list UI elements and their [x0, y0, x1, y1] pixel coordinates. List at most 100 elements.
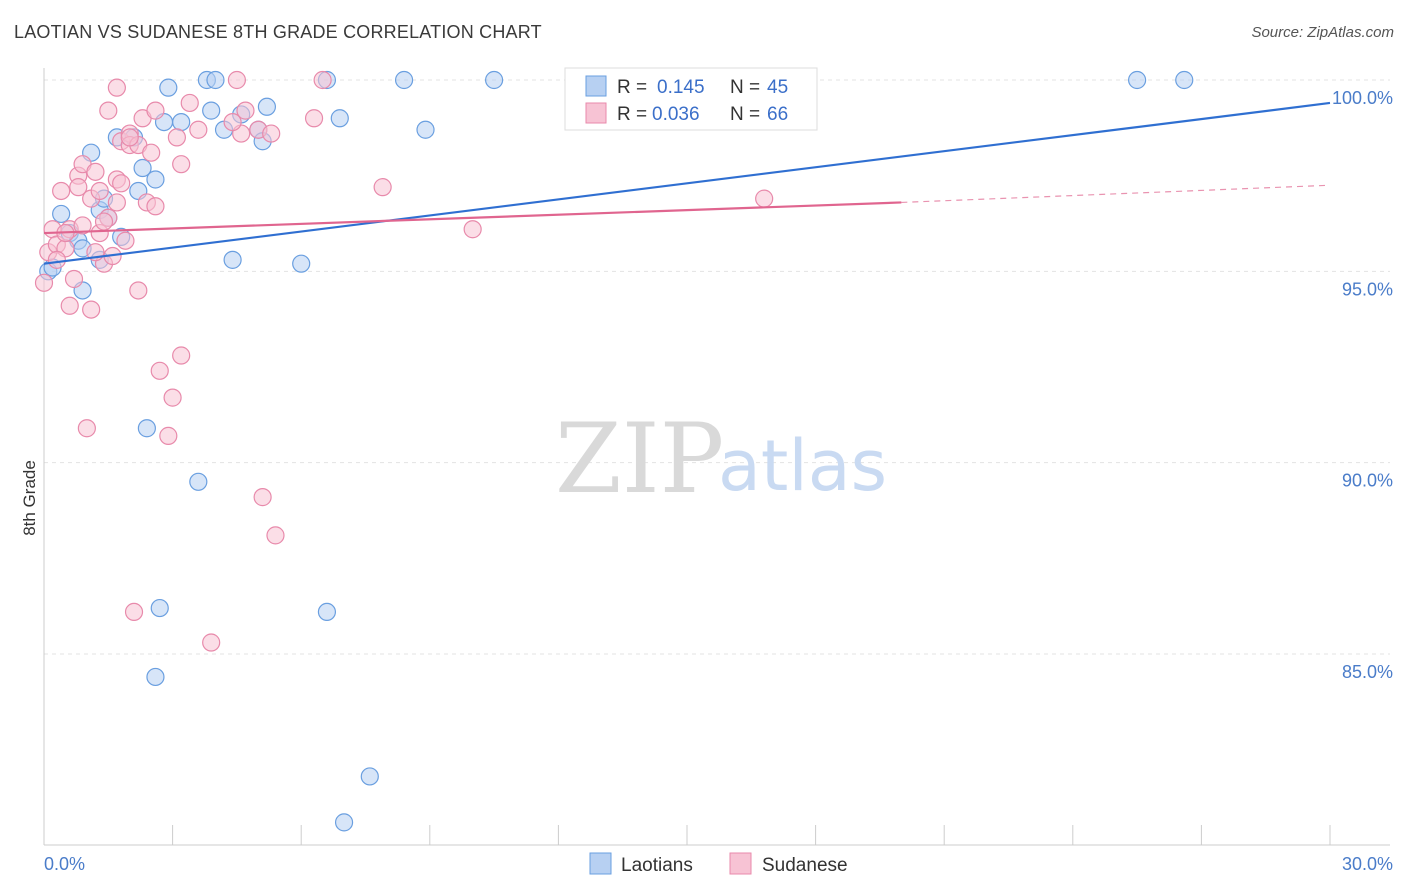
sudanese-point — [47, 250, 66, 269]
legend-r-label-2: R = — [617, 104, 647, 125]
sudanese-point — [266, 526, 285, 545]
legend-n-value-2: 66 — [767, 104, 788, 125]
sudanese-point — [124, 602, 144, 622]
sudanese-point — [142, 143, 161, 162]
sudanese-point — [172, 346, 191, 365]
y-tick-label: 100.0% — [1332, 88, 1393, 108]
series-swatch-sudanese — [729, 852, 752, 875]
series-name-sudanese: Sudanese — [762, 855, 848, 876]
sudanese-point — [60, 296, 79, 315]
laotian-point — [206, 70, 225, 90]
sudanese-point — [116, 231, 135, 250]
series-legend: Laotians Sudanese — [589, 852, 848, 876]
sudanese-point — [82, 300, 101, 319]
sudanese-trend-extension — [901, 184, 1331, 204]
legend-n-label-1: N = — [730, 77, 760, 98]
sudanese-point — [77, 419, 96, 438]
laotian-point — [146, 170, 165, 189]
sudanese-point — [167, 128, 186, 147]
chart-title: LAOTIAN VS SUDANESE 8TH GRADE CORRELATIO… — [14, 22, 542, 42]
sudanese-point — [146, 101, 165, 120]
series-swatch-laotians — [589, 852, 612, 875]
laotian-point — [360, 767, 379, 786]
laotian-point — [189, 472, 208, 491]
sudanese-point — [120, 128, 139, 147]
laotian-point — [150, 598, 169, 618]
sudanese-point — [107, 78, 126, 97]
sudanese-point — [146, 197, 165, 216]
laotian-point — [1175, 70, 1194, 90]
laotian-point — [416, 120, 435, 139]
legend-r-value-1: 0.145 — [657, 77, 705, 98]
sudanese-point — [129, 281, 148, 300]
sudanese-point — [227, 70, 246, 90]
legend-n-label-2: N = — [730, 104, 760, 125]
sudanese-point — [313, 70, 332, 90]
legend-frame — [564, 67, 818, 131]
gridlines — [44, 79, 1390, 655]
sudanese-point — [223, 112, 242, 132]
legend-box: R = 0.145 N = 45 R = 0.036 N = 66 — [564, 67, 818, 131]
laotian-point — [159, 78, 178, 97]
sudanese-point — [52, 181, 71, 201]
trend-lines — [43, 101, 1331, 265]
axes — [43, 68, 1390, 846]
y-axis-label: 8th Grade — [20, 460, 39, 536]
sudanese-point — [94, 212, 114, 231]
laotian-point — [52, 204, 71, 224]
sudanese-point — [69, 178, 88, 197]
y-tick-label: 90.0% — [1342, 471, 1393, 491]
laotian-point — [257, 97, 277, 116]
sudanese-point — [262, 124, 281, 143]
x-tick-label: 30.0% — [1342, 854, 1393, 874]
sudanese-point — [180, 93, 199, 113]
sudanese-point — [64, 269, 84, 289]
laotian-point — [317, 602, 337, 622]
laotian-point — [202, 101, 221, 120]
x-tick-labels: 0.0% 30.0% — [44, 854, 1393, 874]
laotian-point — [330, 109, 349, 128]
legend-swatch-sudanese — [585, 102, 607, 124]
sudanese-point — [373, 178, 392, 197]
series-name-laotians: Laotians — [621, 855, 693, 876]
sudanese-point — [253, 488, 272, 507]
sudanese-point — [86, 162, 105, 181]
sudanese-point — [112, 174, 131, 193]
sudanese-point — [90, 181, 109, 201]
source-credit: Source: ZipAtlas.com — [1251, 24, 1394, 41]
legend-r-value-2: 0.036 — [652, 104, 700, 125]
legend-n-value-1: 45 — [767, 77, 788, 98]
sudanese-point — [73, 216, 92, 235]
x-tick-label: 0.0% — [44, 854, 85, 874]
sudanese-point — [236, 101, 255, 120]
sudanese-point — [172, 155, 191, 174]
y-tick-labels: 100.0% 95.0% 90.0% 85.0% — [1332, 88, 1393, 682]
laotian-point — [172, 112, 191, 132]
sudanese-trend-line — [43, 201, 902, 235]
sudanese-point — [34, 273, 54, 292]
legend-r-label-1: R = — [617, 77, 647, 98]
watermark-atlas: atlas — [718, 425, 887, 507]
laotian-point — [485, 70, 504, 90]
sudanese-point — [163, 388, 182, 407]
laotian-point — [334, 813, 354, 832]
data-points — [34, 70, 1194, 832]
laotian-point — [292, 254, 311, 273]
laotian-point — [1127, 70, 1147, 90]
legend-swatch-laotians — [585, 75, 607, 97]
y-tick-label: 85.0% — [1342, 662, 1393, 682]
sudanese-point — [755, 189, 774, 208]
laotian-point — [146, 667, 165, 687]
sudanese-point — [159, 426, 178, 445]
laotian-trend-line — [43, 101, 1331, 265]
laotian-point — [133, 158, 152, 178]
watermark-zip: ZIP — [555, 403, 724, 515]
laotian-point — [223, 250, 242, 269]
sudanese-point — [107, 193, 126, 212]
laotian-point — [394, 70, 414, 90]
sudanese-point — [304, 109, 324, 128]
sudanese-point — [202, 633, 221, 652]
sudanese-point — [189, 120, 208, 139]
laotian-point — [137, 419, 156, 438]
